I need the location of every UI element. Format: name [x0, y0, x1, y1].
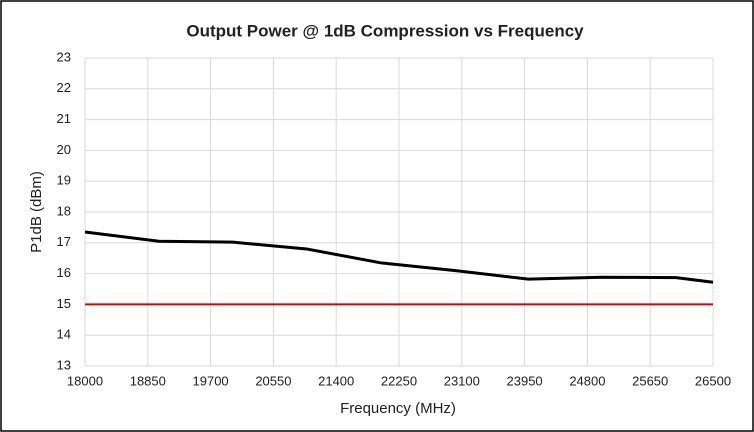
y-tick-label: 21 — [57, 111, 71, 126]
y-tick-label: 20 — [57, 142, 71, 157]
x-tick-label: 24800 — [569, 373, 605, 388]
chart-title: Output Power @ 1dB Compression vs Freque… — [186, 21, 584, 40]
x-tick-label: 23950 — [507, 373, 543, 388]
y-tick-label: 18 — [57, 203, 71, 218]
y-tick-label: 14 — [57, 327, 71, 342]
y-axis-label: P1dB (dBm) — [28, 171, 45, 253]
x-tick-label: 19700 — [193, 373, 229, 388]
x-axis-label: Frequency (MHz) — [340, 400, 456, 417]
y-tick-label: 17 — [57, 234, 71, 249]
x-tick-label: 26500 — [695, 373, 731, 388]
series-line — [84, 230, 714, 284]
y-tick-label: 15 — [57, 296, 71, 311]
x-tick-label: 22250 — [381, 373, 417, 388]
x-tick-label: 20550 — [255, 373, 291, 388]
x-tick-label: 25650 — [632, 373, 668, 388]
x-tick-label: 18000 — [67, 373, 103, 388]
y-tick-label: 13 — [57, 357, 71, 372]
x-tick-label: 21400 — [318, 373, 354, 388]
y-tick-label: 16 — [57, 265, 71, 280]
x-tick-label: 23100 — [444, 373, 480, 388]
y-tick-label: 22 — [57, 80, 71, 95]
y-tick-label: 23 — [57, 49, 71, 64]
x-tick-label: 18850 — [130, 373, 166, 388]
y-tick-label: 19 — [57, 173, 71, 188]
